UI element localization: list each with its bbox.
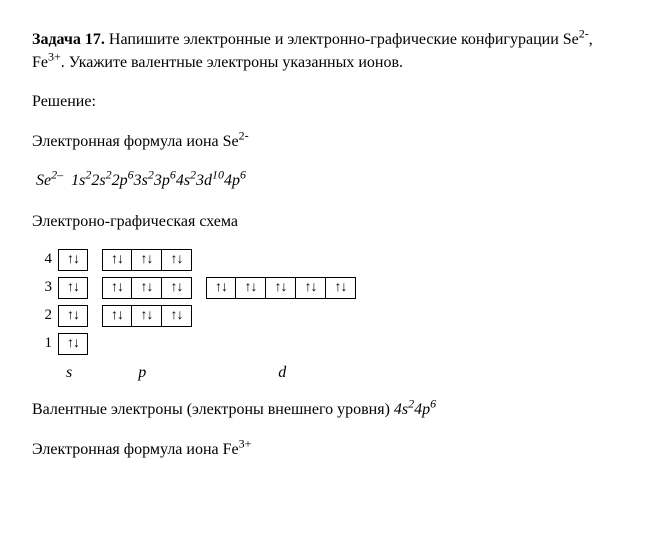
row-4-p: ↑↓ ↑↓ ↑↓ (102, 249, 192, 271)
row-4-label: 4 (34, 249, 52, 271)
val-f2: 4p (414, 401, 430, 418)
se-intro-text: Электронная формула иона Se (32, 133, 239, 150)
diagram-label: Электроно-графическая схема (32, 210, 627, 233)
orbital: ↑↓ (326, 277, 356, 299)
val-f1: 4s (394, 401, 408, 418)
row-4: 4 ↑↓ ↑↓ ↑↓ ↑↓ (34, 249, 627, 271)
solution-label: Решение: (32, 90, 627, 113)
orbital: ↑↓ (58, 249, 88, 271)
row-4-s: ↑↓ (58, 249, 88, 271)
fe-intro-text: Электронная формула иона Fe (32, 441, 239, 458)
orbital: ↑↓ (162, 277, 192, 299)
task-label: Задача 17. (32, 31, 105, 48)
row-1-label: 1 (34, 333, 52, 355)
se-formula: Se2– 1s22s22p63s23p64s23d104p6 (36, 169, 627, 192)
valence-line: Валентные электроны (электроны внешнего … (32, 398, 627, 421)
cfg-4: 3s (134, 172, 148, 189)
valence-text: Валентные электроны (электроны внешнего … (32, 401, 394, 418)
task-text-2: . Укажите валентные электроны указанных … (61, 54, 403, 71)
orbital: ↑↓ (102, 277, 132, 299)
row-2-p: ↑↓ ↑↓ ↑↓ (102, 305, 192, 327)
orbital: ↑↓ (266, 277, 296, 299)
row-2-s: ↑↓ (58, 305, 88, 327)
sublevel-p: p (138, 361, 146, 384)
val-e2: 6 (430, 397, 436, 411)
orbital: ↑↓ (162, 305, 192, 327)
row-3-d: ↑↓ ↑↓ ↑↓ ↑↓ ↑↓ (206, 277, 356, 299)
row-2-label: 2 (34, 305, 52, 327)
cfg-1: 1s (71, 172, 85, 189)
se-formula-charge: 2– (51, 167, 63, 181)
row-3-p: ↑↓ ↑↓ ↑↓ (102, 277, 192, 299)
sublevel-labels: s p d (34, 361, 627, 384)
row-3-label: 3 (34, 277, 52, 299)
orbital: ↑↓ (162, 249, 192, 271)
cfg-3: 2p (112, 172, 128, 189)
orbital: ↑↓ (58, 277, 88, 299)
row-2: 2 ↑↓ ↑↓ ↑↓ ↑↓ (34, 305, 627, 327)
cfg-8: 4p (224, 172, 240, 189)
cfg-5: 3p (154, 172, 170, 189)
sublevel-s: s (66, 361, 72, 384)
orbital: ↑↓ (58, 333, 88, 355)
fe-intro-sup: 3+ (239, 436, 252, 450)
cfg-e7: 10 (212, 167, 224, 181)
orbital: ↑↓ (132, 305, 162, 327)
cfg-6: 4s (176, 172, 190, 189)
task-sup-2: 3+ (48, 50, 61, 64)
se-intro-sup: 2- (239, 128, 249, 142)
row-1-s: ↑↓ (58, 333, 88, 355)
fe-intro: Электронная формула иона Fe3+ (32, 438, 627, 461)
task-sup-1: 2- (579, 27, 589, 41)
cfg-2: 2s (91, 172, 105, 189)
cfg-e8: 6 (240, 167, 246, 181)
task-statement: Задача 17. Напишите электронные и электр… (32, 28, 627, 74)
task-text-1: Напишите электронные и электронно-графич… (105, 31, 579, 48)
orbital: ↑↓ (206, 277, 236, 299)
orbital: ↑↓ (296, 277, 326, 299)
orbital: ↑↓ (132, 277, 162, 299)
se-intro: Электронная формула иона Se2- (32, 130, 627, 153)
orbital: ↑↓ (102, 249, 132, 271)
orbital: ↑↓ (236, 277, 266, 299)
orbital: ↑↓ (58, 305, 88, 327)
row-3-s: ↑↓ (58, 277, 88, 299)
orbital-diagram: 4 ↑↓ ↑↓ ↑↓ ↑↓ 3 ↑↓ ↑↓ ↑↓ ↑↓ ↑↓ ↑↓ ↑↓ ↑↓ … (34, 249, 627, 384)
orbital: ↑↓ (132, 249, 162, 271)
row-3: 3 ↑↓ ↑↓ ↑↓ ↑↓ ↑↓ ↑↓ ↑↓ ↑↓ ↑↓ (34, 277, 627, 299)
cfg-7: 3d (196, 172, 212, 189)
row-1: 1 ↑↓ (34, 333, 627, 355)
se-formula-prefix: Se (36, 172, 51, 189)
sublevel-d: d (278, 361, 286, 384)
orbital: ↑↓ (102, 305, 132, 327)
